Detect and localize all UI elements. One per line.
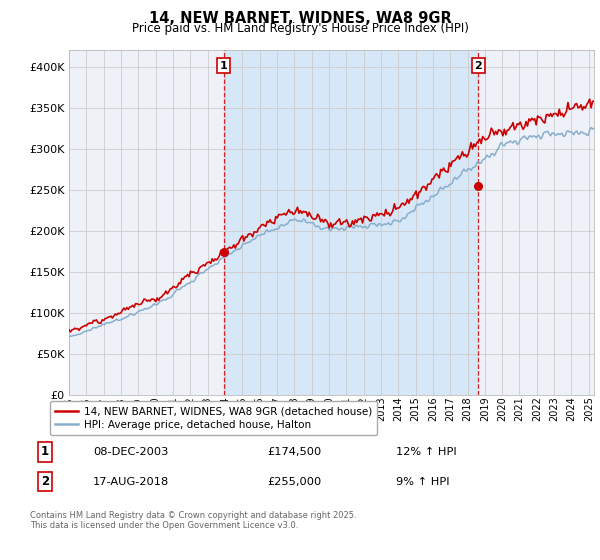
Text: 2: 2 — [475, 61, 482, 71]
Text: Contains HM Land Registry data © Crown copyright and database right 2025.
This d: Contains HM Land Registry data © Crown c… — [30, 511, 356, 530]
Text: Price paid vs. HM Land Registry's House Price Index (HPI): Price paid vs. HM Land Registry's House … — [131, 22, 469, 35]
Text: 2: 2 — [41, 475, 49, 488]
Text: £174,500: £174,500 — [267, 447, 321, 457]
Text: 17-AUG-2018: 17-AUG-2018 — [93, 477, 169, 487]
Legend: 14, NEW BARNET, WIDNES, WA8 9GR (detached house), HPI: Average price, detached h: 14, NEW BARNET, WIDNES, WA8 9GR (detache… — [50, 401, 377, 435]
Text: 08-DEC-2003: 08-DEC-2003 — [93, 447, 169, 457]
Text: 9% ↑ HPI: 9% ↑ HPI — [396, 477, 449, 487]
Text: 14, NEW BARNET, WIDNES, WA8 9GR: 14, NEW BARNET, WIDNES, WA8 9GR — [149, 11, 451, 26]
Text: 12% ↑ HPI: 12% ↑ HPI — [396, 447, 457, 457]
Bar — [224, 50, 478, 395]
Text: £255,000: £255,000 — [267, 477, 321, 487]
Text: 1: 1 — [41, 445, 49, 459]
Text: 1: 1 — [220, 61, 227, 71]
